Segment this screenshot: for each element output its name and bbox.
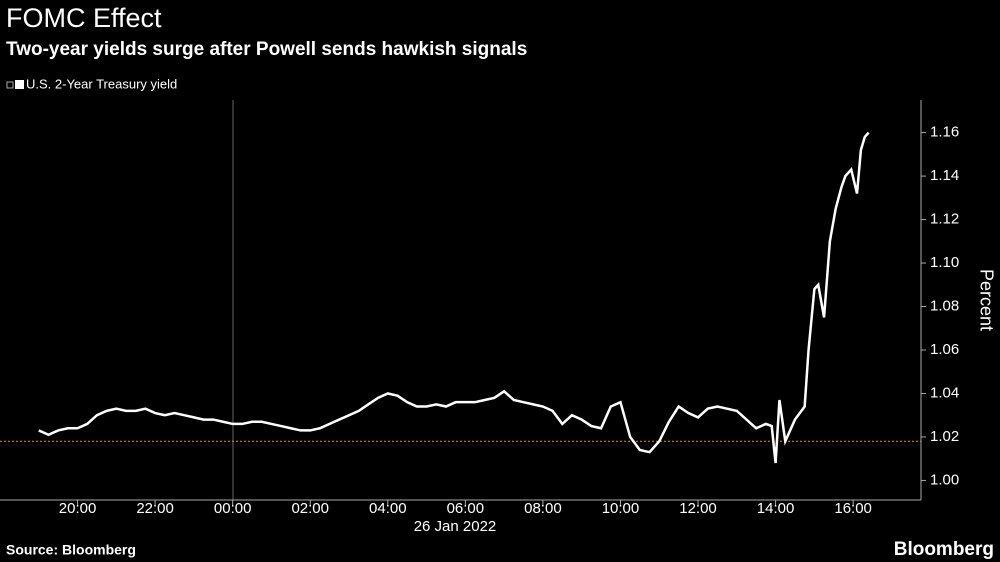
chart-subtitle: Two-year yields surge after Powell sends… [6,39,527,60]
brand: Bloomberg [894,539,994,560]
legend-label: U.S. 2-Year Treasury yield [26,76,177,91]
date-label: 26 Jan 2022 [414,518,497,535]
y-tick-label: 1.14 [930,167,959,184]
y-tick-label: 1.08 [930,297,959,314]
x-tick-label: 20:00 [59,500,97,517]
x-tick-label: 06:00 [447,500,485,517]
y-tick-label: 1.10 [930,254,959,271]
y-tick-label: 1.06 [930,341,959,358]
series-line [38,131,870,464]
x-tick-label: 00:00 [214,500,252,517]
x-tick-label: 08:00 [524,500,562,517]
x-tick-label: 10:00 [602,500,640,517]
x-tick-label: 02:00 [291,500,329,517]
y-tick-label: 1.16 [930,124,959,141]
chart-title: FOMC Effect [6,3,162,33]
y-tick-label: 1.04 [930,384,959,401]
source: Source: Bloomberg [6,542,136,558]
y-tick-label: 1.12 [930,211,959,228]
y-tick-label: 1.00 [930,471,959,488]
legend-swatch [15,80,24,89]
x-tick-label: 04:00 [369,500,407,517]
legend-icon-box [6,81,14,89]
x-tick-label: 16:00 [834,500,872,517]
y-axis-label: Percent [976,269,996,331]
x-tick-label: 14:00 [757,500,795,517]
x-tick-label: 12:00 [679,500,717,517]
y-tick-label: 1.02 [930,428,959,445]
x-tick-label: 22:00 [136,500,174,517]
